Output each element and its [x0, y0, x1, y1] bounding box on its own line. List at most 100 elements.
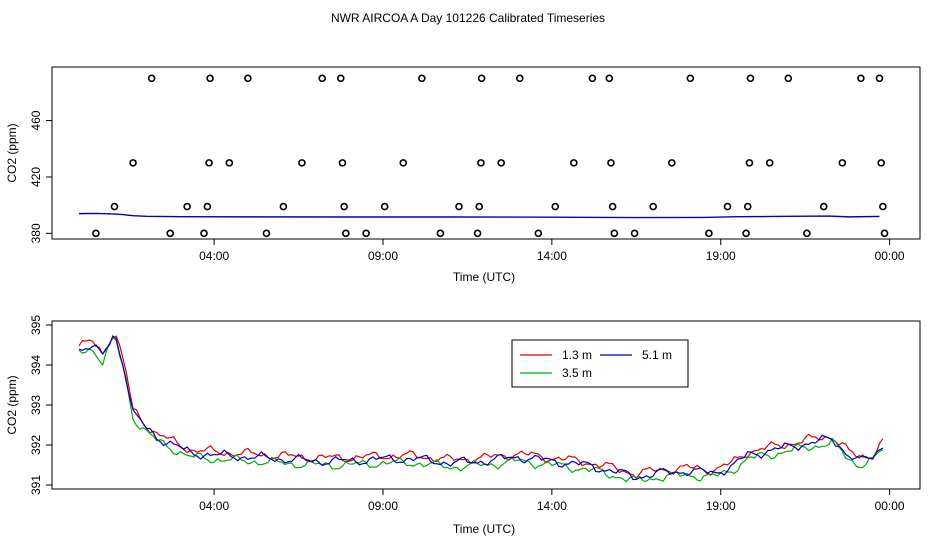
flask-point-25: [455, 202, 463, 211]
panel-1-plot-area: [79, 74, 889, 238]
flask-point-44: [705, 229, 713, 238]
flask-point-8: [205, 159, 213, 167]
x-tick-label: 14:00: [537, 499, 567, 513]
x-tick-label: 09:00: [368, 249, 398, 263]
panel-1-y-axis: 380 420 460: [29, 110, 52, 243]
x-tick-label: 00:00: [875, 249, 905, 263]
flask-point-31: [515, 74, 524, 83]
flask-point-43: [686, 74, 695, 83]
flask-point-57: [877, 159, 885, 167]
y-tick-label: 420: [29, 167, 43, 187]
series-line-5-1-m: [78, 335, 884, 481]
y-tick-label: 393: [29, 395, 43, 415]
flask-point-6: [200, 229, 208, 238]
flask-point-12: [262, 229, 271, 238]
y-tick-label: 395: [29, 315, 43, 335]
flask-point-18: [340, 202, 348, 211]
flask-point-45: [723, 202, 732, 211]
flask-point-26: [473, 229, 482, 238]
flask-point-28: [477, 159, 485, 167]
x-tick-label: 00:00: [875, 499, 905, 513]
y-tick-label: 392: [29, 435, 43, 455]
flask-point-46: [742, 229, 750, 238]
flask-point-22: [399, 159, 408, 167]
flask-point-27: [475, 202, 484, 211]
flask-point-29: [477, 74, 486, 83]
chart-title: NWR AIRCOA A Day 101226 Calibrated Times…: [331, 11, 605, 25]
x-tick-label: 04:00: [199, 249, 229, 263]
panel-2-plot-area: [78, 335, 884, 483]
flask-point-34: [570, 159, 578, 167]
legend: 1.3 m 3.5 m 5.1 m: [511, 339, 689, 388]
legend-label-3-5m: 3.5 m: [562, 366, 592, 380]
flask-point-5: [183, 202, 191, 211]
series-line-5-1m: [79, 212, 880, 219]
legend-box: [511, 339, 689, 388]
flask-point-15: [318, 74, 326, 83]
panel-2-x-axis: 04:00 09:00 14:00 19:00 00:00: [199, 489, 905, 513]
panel-1-x-axis: 04:00 09:00 14:00 19:00 00:00: [199, 239, 905, 263]
flask-point-30: [497, 159, 505, 167]
flask-point-14: [298, 159, 306, 167]
flask-point-37: [607, 159, 615, 167]
flask-point-2: [129, 159, 137, 167]
x-tick-label: 04:00: [199, 499, 229, 513]
flask-point-17: [338, 159, 347, 167]
flask-point-33: [551, 202, 560, 211]
x-tick-label: 19:00: [706, 499, 736, 513]
flask-point-51: [784, 74, 793, 83]
series-line-1-3-m: [78, 335, 884, 480]
flask-point-55: [857, 74, 865, 83]
panel-1-frame: [51, 66, 921, 240]
flask-point-48: [745, 159, 754, 167]
flask-point-56: [875, 74, 884, 83]
panel-2: 04:00 09:00 14:00 19:00 00:00 39139239339439…: [5, 315, 921, 536]
flask-point-21: [380, 202, 389, 211]
panel-1: 04:00 09:00 14:00 19:00 00:00 380 420 460 Time…: [5, 66, 921, 284]
flask-point-54: [838, 159, 847, 167]
legend-label-5-1m: 5.1 m: [642, 348, 672, 362]
flask-point-58: [879, 202, 887, 211]
flask-point-50: [765, 159, 774, 167]
flask-point-42: [667, 159, 676, 167]
flask-point-16: [336, 74, 345, 83]
flask-point-24: [436, 229, 445, 238]
x-tick-label: 14:00: [537, 249, 567, 263]
flask-point-36: [605, 74, 614, 83]
flask-point-49: [746, 74, 755, 83]
flask-point-19: [342, 229, 350, 238]
flask-point-3: [147, 74, 156, 83]
flask-point-53: [819, 202, 828, 211]
flask-point-47: [743, 202, 752, 211]
series-line-3-5-m: [78, 337, 884, 483]
y-tick-label: 391: [29, 475, 43, 495]
flask-point-39: [610, 229, 619, 238]
flask-point-35: [588, 74, 597, 83]
flask-point-13: [279, 202, 288, 211]
flask-point-9: [206, 74, 214, 83]
panel-2-frame: [51, 320, 921, 490]
panel-2-x-label: Time (UTC): [453, 522, 515, 536]
flask-point-7: [203, 202, 212, 211]
flask-point-10: [225, 159, 234, 167]
flask-point-0: [92, 229, 100, 238]
x-tick-label: 19:00: [706, 249, 736, 263]
panel-2-y-label: CO2 (ppm): [5, 375, 19, 434]
legend-label-1-3m: 1.3 m: [562, 348, 592, 362]
panel-2-y-axis: 391 392 393 394 395: [29, 315, 52, 495]
flask-point-40: [630, 229, 639, 238]
flask-point-23: [418, 74, 426, 83]
y-tick-label: 460: [29, 110, 43, 130]
flask-point-20: [362, 229, 370, 238]
flask-point-52: [803, 229, 811, 238]
panel-1-y-label: CO2 (ppm): [5, 123, 19, 182]
flask-point-1: [110, 202, 119, 211]
panel-1-x-label: Time (UTC): [453, 270, 515, 284]
flask-point-4: [166, 229, 175, 238]
y-tick-label: 394: [29, 355, 43, 375]
flask-point-11: [244, 74, 252, 83]
x-tick-label: 09:00: [368, 499, 398, 513]
flask-point-32: [534, 229, 543, 238]
flask-point-59: [880, 229, 889, 238]
